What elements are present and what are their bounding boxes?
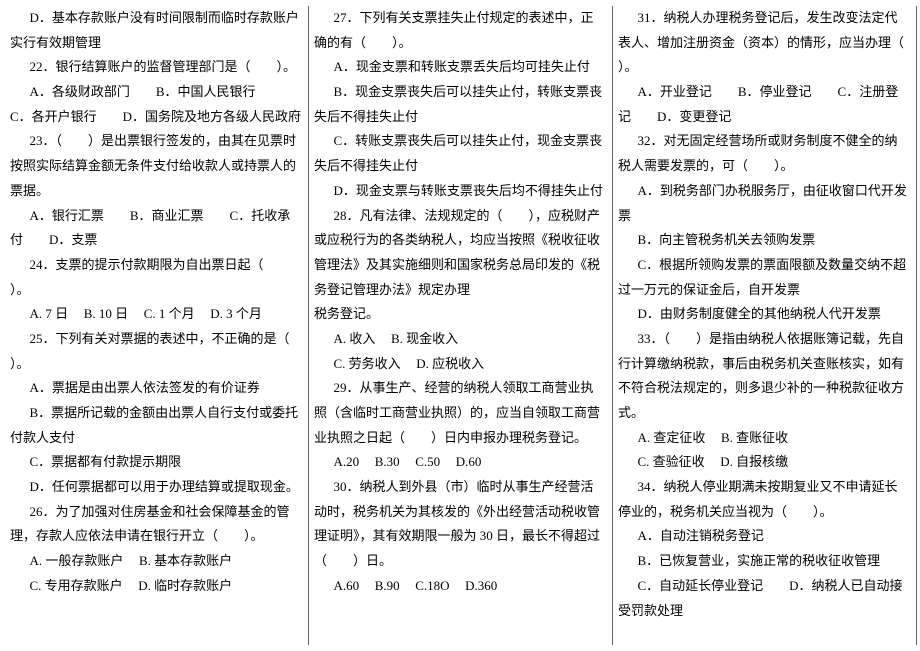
option: A. 一般存款账户 bbox=[30, 553, 124, 568]
text-line: C．转账支票丧失后可以挂失止付，现金支票丧失后不得挂失止付 bbox=[314, 129, 606, 178]
text-line: D．现金支票与转账支票丧失后均不得挂失止付 bbox=[314, 179, 606, 204]
text-line: A．票据是由出票人依法签发的有价证券 bbox=[10, 376, 302, 401]
option: B. 10 日 bbox=[84, 306, 128, 321]
text-line: 34．纳税人停业期满未按期复业又不申请延长停业的，税务机关应当视为（ ）。 bbox=[618, 475, 910, 524]
text-line: B．向主管税务机关去领购发票 bbox=[618, 228, 910, 253]
text-line: A.20 B.30 C.50 D.60 bbox=[314, 450, 606, 475]
option: C. 查验征收 bbox=[638, 454, 705, 469]
option: D. 3 个月 bbox=[210, 306, 262, 321]
text-line: C．票据都有付款提示期限 bbox=[10, 450, 302, 475]
option: A.60 bbox=[334, 578, 360, 593]
text-line: 29．从事生产、经营的纳税人领取工商营业执照（含临时工商营业执照）的，应当自领取… bbox=[314, 376, 606, 450]
option: C.50 bbox=[415, 454, 440, 469]
option: D. 应税收入 bbox=[416, 356, 484, 371]
text-line: A．开业登记 B．停业登记 C．注册登记 D．变更登记 bbox=[618, 80, 910, 129]
text-line: 27．下列有关支票挂失止付规定的表述中，正确的有（ ）。 bbox=[314, 6, 606, 55]
option: C. 专用存款账户 bbox=[30, 578, 123, 593]
text-line: C. 查验征收 D. 自报核缴 bbox=[618, 450, 910, 475]
text-line: 31．纳税人办理税务登记后，发生改变法定代表人、增加注册资金（资本）的情形，应当… bbox=[618, 6, 910, 80]
text-line: C. 专用存款账户 D. 临时存款账户 bbox=[10, 574, 302, 599]
text-line: C. 劳务收入 D. 应税收入 bbox=[314, 352, 606, 377]
option: D. 自报核缴 bbox=[720, 454, 788, 469]
option: B.90 bbox=[375, 578, 400, 593]
text-line: A. 查定征收 B. 查账征收 bbox=[618, 426, 910, 451]
text-line: A.60 B.90 C.18O D.360 bbox=[314, 574, 606, 599]
exam-page: D．基本存款账户没有时间限制而临时存款账户实行有效期管理22．银行结算账户的监督… bbox=[0, 0, 920, 651]
text-line: A．银行汇票 B．商业汇票 C．托收承付 D．支票 bbox=[10, 204, 302, 253]
text-line: 33．（ ）是指由纳税人依据账簿记载，先自行计算缴纳税款，事后由税务机关查账核实… bbox=[618, 327, 910, 426]
option: D. 临时存款账户 bbox=[138, 578, 232, 593]
option: B. 查账征收 bbox=[721, 430, 788, 445]
text-line: 32．对无固定经营场所或财务制度不健全的纳税人需要发票的，可（ ）。 bbox=[618, 129, 910, 178]
option: C. 劳务收入 bbox=[334, 356, 401, 371]
text-line: A．现金支票和转账支票丢失后均可挂失止付 bbox=[314, 55, 606, 80]
text-line: B．已恢复营业，实施正常的税收征收管理 bbox=[618, 549, 910, 574]
text-line: B．票据所记载的金额由出票人自行支付或委托付款人支付 bbox=[10, 401, 302, 450]
option: A.20 bbox=[334, 454, 360, 469]
text-line: A. 7 日 B. 10 日 C. 1 个月 D. 3 个月 bbox=[10, 302, 302, 327]
text-line: 25．下列有关对票据的表述中，不正确的是（ ）。 bbox=[10, 327, 302, 376]
option: A. 7 日 bbox=[30, 306, 69, 321]
text-line: C．根据所领购发票的票面限额及数量交纳不超过一万元的保证金后，自开发票 bbox=[618, 253, 910, 302]
text-line: 30．纳税人到外县（市）临时从事生产经营活动时，税务机关为其核发的《外出经营活动… bbox=[314, 475, 606, 574]
text-line: A．到税务部门办税服务厅，由征收窗口代开发票 bbox=[618, 179, 910, 228]
text-line: 22．银行结算账户的监督管理部门是（ ）。 bbox=[10, 55, 302, 80]
text-line: 26．为了加强对住房基金和社会保障基金的管理，存款人应依法申请在银行开立（ ）。 bbox=[10, 500, 302, 549]
text-line: A．自动注销税务登记 bbox=[618, 524, 910, 549]
option: A. 收入 bbox=[334, 331, 376, 346]
option: B. 现金收入 bbox=[391, 331, 458, 346]
option: C.18O bbox=[415, 578, 449, 593]
text-line: D．任何票据都可以用于办理结算或提取现金。 bbox=[10, 475, 302, 500]
text-line: A. 收入 B. 现金收入 bbox=[314, 327, 606, 352]
option: B.30 bbox=[375, 454, 400, 469]
option: C. 1 个月 bbox=[144, 306, 195, 321]
text-line: 税务登记。 bbox=[314, 302, 606, 327]
text-line: D．由财务制度健全的其他纳税人代开发票 bbox=[618, 302, 910, 327]
text-line: D．基本存款账户没有时间限制而临时存款账户实行有效期管理 bbox=[10, 6, 302, 55]
option: D.60 bbox=[456, 454, 482, 469]
text-line: A. 一般存款账户 B. 基本存款账户 bbox=[10, 549, 302, 574]
option: B. 基本存款账户 bbox=[139, 553, 232, 568]
text-line: 23．（ ）是出票银行签发的，由其在见票时按照实际结算金额无条件支付给收款人或持… bbox=[10, 129, 302, 203]
text-line: 24．支票的提示付款期限为自出票日起（ ）。 bbox=[10, 253, 302, 302]
text-line: B．现金支票丧失后可以挂失止付，转账支票丧失后不得挂失止付 bbox=[314, 80, 606, 129]
option: D.360 bbox=[465, 578, 497, 593]
text-line: A．各级财政部门 B．中国人民银行 C．各开户银行 D．国务院及地方各级人民政府 bbox=[10, 80, 302, 129]
text-line: C．自动延长停业登记 D．纳税人已自动接受罚款处理 bbox=[618, 574, 910, 623]
text-line: 28．凡有法律、法规规定的（ ），应税财产或应税行为的各类纳税人，均应当按照《税… bbox=[314, 204, 606, 303]
option: A. 查定征收 bbox=[638, 430, 706, 445]
